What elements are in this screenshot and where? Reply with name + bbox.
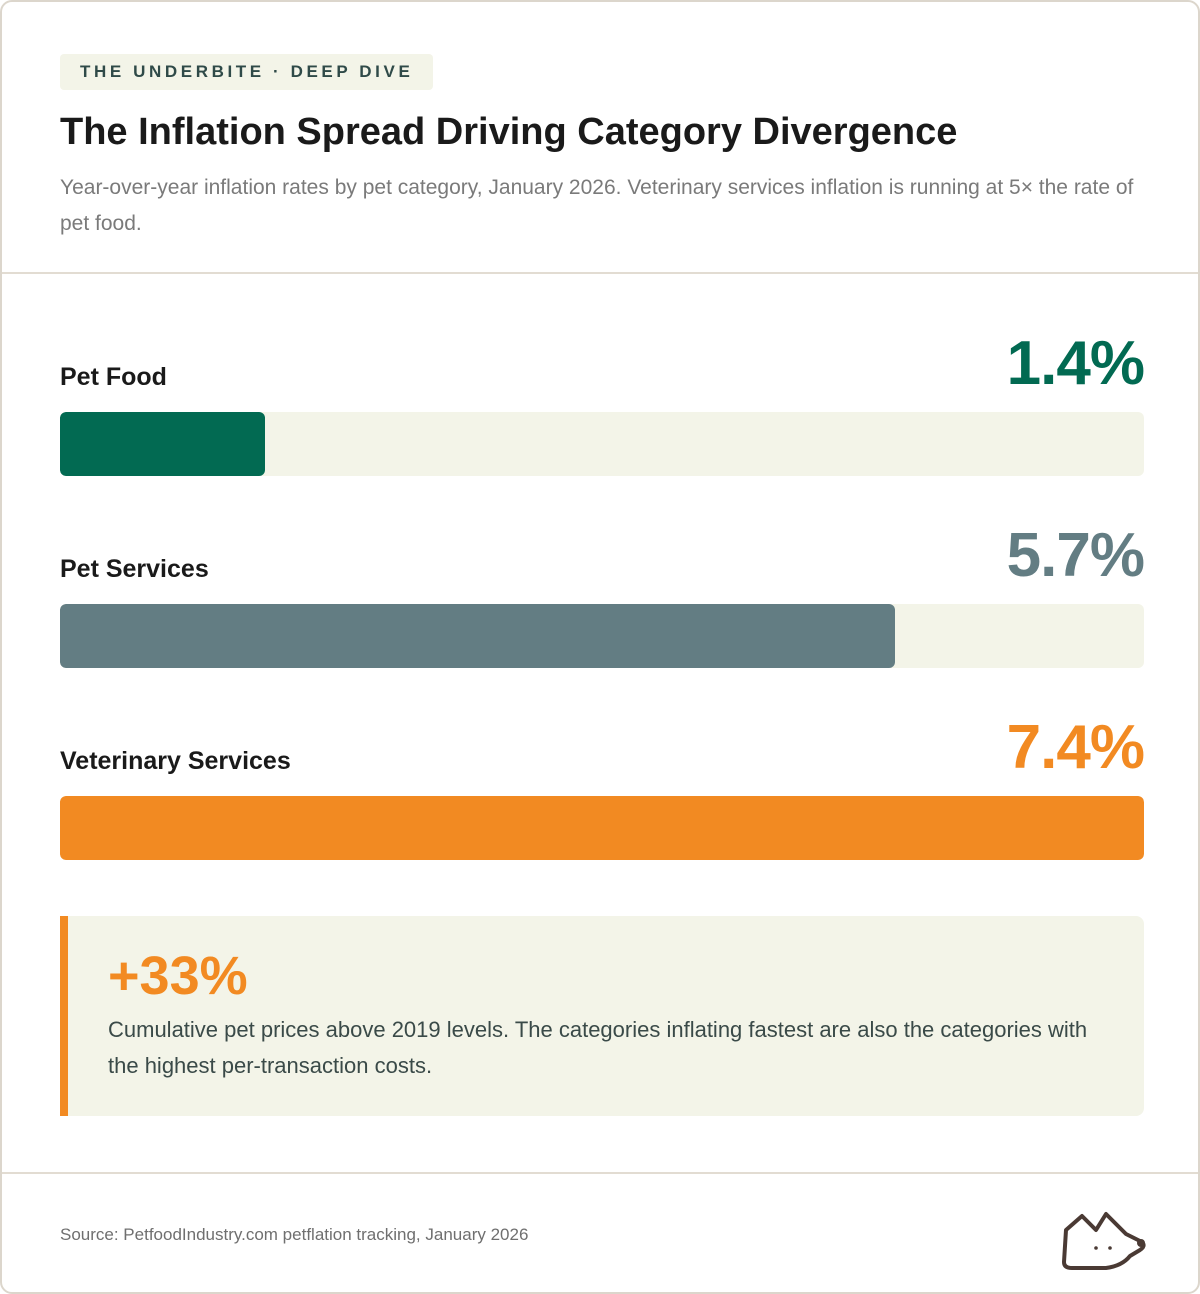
bar-value-label: 5.7% (1006, 521, 1145, 590)
bar-row: Pet Food 1.4% (60, 332, 1145, 476)
callout-text: Cumulative pet prices above 2019 levels.… (108, 1017, 1088, 1078)
bar (60, 412, 265, 476)
bar-value-label: 7.4% (1006, 713, 1145, 782)
bar-label: Veterinary Services (60, 747, 291, 775)
callout-box: +33% Cumulative pet prices above 2019 le… (60, 916, 1144, 1116)
callout-value: +33% (108, 946, 248, 1006)
footer: Source: PetfoodIndustry.com petflation t… (2, 1172, 1198, 1292)
bar-track (60, 412, 1144, 476)
bar-value-label: 1.4% (1006, 329, 1145, 398)
bar-label: Pet Food (60, 363, 167, 391)
source-note: Source: PetfoodIndustry.com petflation t… (60, 1225, 529, 1244)
dog-head-icon (1062, 1212, 1146, 1270)
bar (60, 796, 1144, 860)
bar-track (60, 604, 1144, 668)
page-title: The Inflation Spread Driving Category Di… (60, 111, 958, 153)
bar-track (60, 796, 1144, 860)
header: THE UNDERBITE · DEEP DIVE The Inflation … (2, 2, 1198, 274)
bar (60, 604, 895, 668)
bar-row: Pet Services 5.7% (60, 524, 1145, 668)
bar-label: Pet Services (60, 555, 209, 583)
bar-row: Veterinary Services 7.4% (60, 716, 1145, 860)
page-subtitle: Year-over-year inflation rates by pet ca… (60, 176, 1134, 235)
kicker-badge: THE UNDERBITE · DEEP DIVE (60, 54, 434, 90)
